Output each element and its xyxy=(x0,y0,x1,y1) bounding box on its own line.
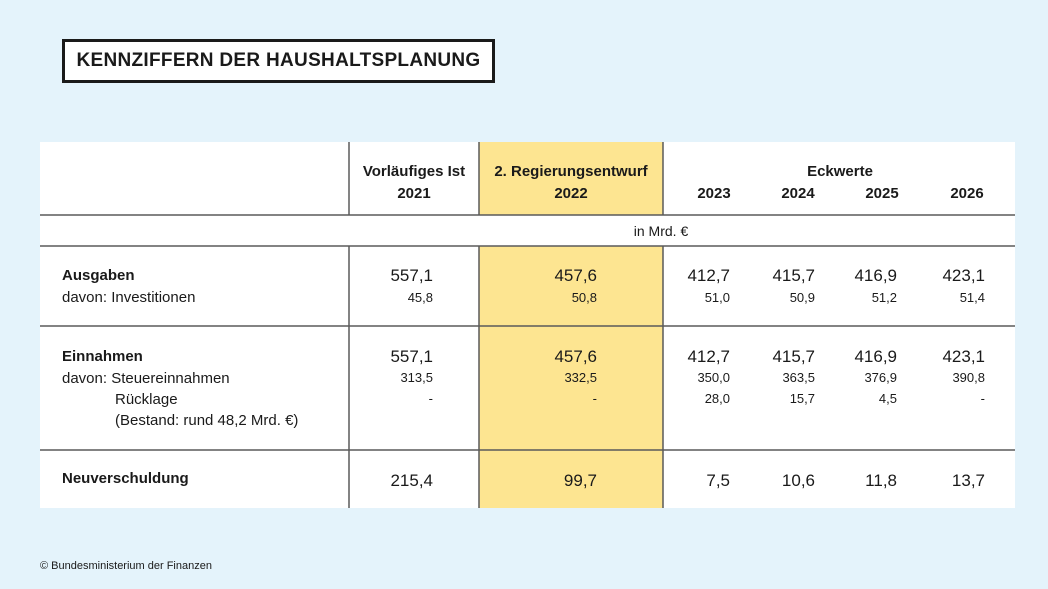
table-cell-value: 415,7 xyxy=(772,347,815,366)
table-cell-value: 457,6 xyxy=(554,266,597,285)
table-cell-value: 332,5 xyxy=(564,370,597,385)
table-cell-value: 416,9 xyxy=(854,347,897,366)
column-header-label: Vorläufiges Ist xyxy=(363,163,465,180)
table-cell-value: - xyxy=(981,391,985,406)
table-cell-value: 423,1 xyxy=(942,266,985,285)
row-label: Neuverschuldung xyxy=(62,470,189,487)
unit-label: in Mrd. € xyxy=(634,223,689,239)
table-cell-value: 390,8 xyxy=(952,370,985,385)
table-cell-value: 416,9 xyxy=(854,266,897,285)
column-header-label: 2. Regierungsentwurf xyxy=(494,163,648,180)
table-cell-value: 457,6 xyxy=(554,347,597,366)
table-cell-value: 415,7 xyxy=(772,266,815,285)
column-header-year: 2024 xyxy=(781,185,815,202)
column-header-year: 2025 xyxy=(865,185,898,202)
table-cell-value: 50,9 xyxy=(790,290,815,305)
table-cell-value: 215,4 xyxy=(390,471,433,490)
page-title: KENNZIFFERN DER HAUSHALTSPLANUNG xyxy=(62,39,495,83)
row-label: Ausgaben xyxy=(62,267,135,284)
unit-band xyxy=(40,215,1015,246)
table-cell-value: 28,0 xyxy=(705,391,730,406)
eckwerte-group-header: Eckwerte xyxy=(807,163,873,180)
table-cell-value: 7,5 xyxy=(706,471,730,490)
table-cell-value: - xyxy=(593,391,597,406)
table-cell-value: 313,5 xyxy=(400,370,433,385)
column-header-year: 2022 xyxy=(554,185,587,202)
table-cell-value: 10,6 xyxy=(782,471,815,490)
table-cell-value: 11,8 xyxy=(865,471,897,490)
row-label: davon: Steuereinnahmen xyxy=(62,370,230,387)
table-cell-value: 15,7 xyxy=(790,391,815,406)
table-cell-value: 51,4 xyxy=(960,290,985,305)
table-cell-value: 99,7 xyxy=(564,471,597,490)
table-cell-value: 45,8 xyxy=(408,290,433,305)
table-cell-value: - xyxy=(429,391,433,406)
table-cell-value: 423,1 xyxy=(942,347,985,366)
copyright-footer: © Bundesministerium der Finanzen xyxy=(40,560,212,572)
table-cell-value: 51,0 xyxy=(705,290,730,305)
table-cell-value: 376,9 xyxy=(864,370,897,385)
table-cell-value: 363,5 xyxy=(782,370,815,385)
table-cell-value: 4,5 xyxy=(879,391,897,406)
row-label: davon: Investitionen xyxy=(62,289,195,306)
table-cell-value: 350,0 xyxy=(697,370,730,385)
table-cell-value: 13,7 xyxy=(952,471,985,490)
table-cell-value: 557,1 xyxy=(390,266,433,285)
row-label: (Bestand: rund 48,2 Mrd. €) xyxy=(115,412,298,429)
table-cell-value: 51,2 xyxy=(872,290,897,305)
table-cell-value: 412,7 xyxy=(687,347,730,366)
row-label: Rücklage xyxy=(115,391,178,408)
row-label: Einnahmen xyxy=(62,348,143,365)
table-cell-value: 557,1 xyxy=(390,347,433,366)
column-header-year: 2023 xyxy=(697,185,730,202)
table-cell-value: 50,8 xyxy=(572,290,597,305)
column-header-year: 2026 xyxy=(950,185,983,202)
highlight-column xyxy=(479,142,663,508)
column-header-year: 2021 xyxy=(397,185,430,202)
table-cell-value: 412,7 xyxy=(687,266,730,285)
